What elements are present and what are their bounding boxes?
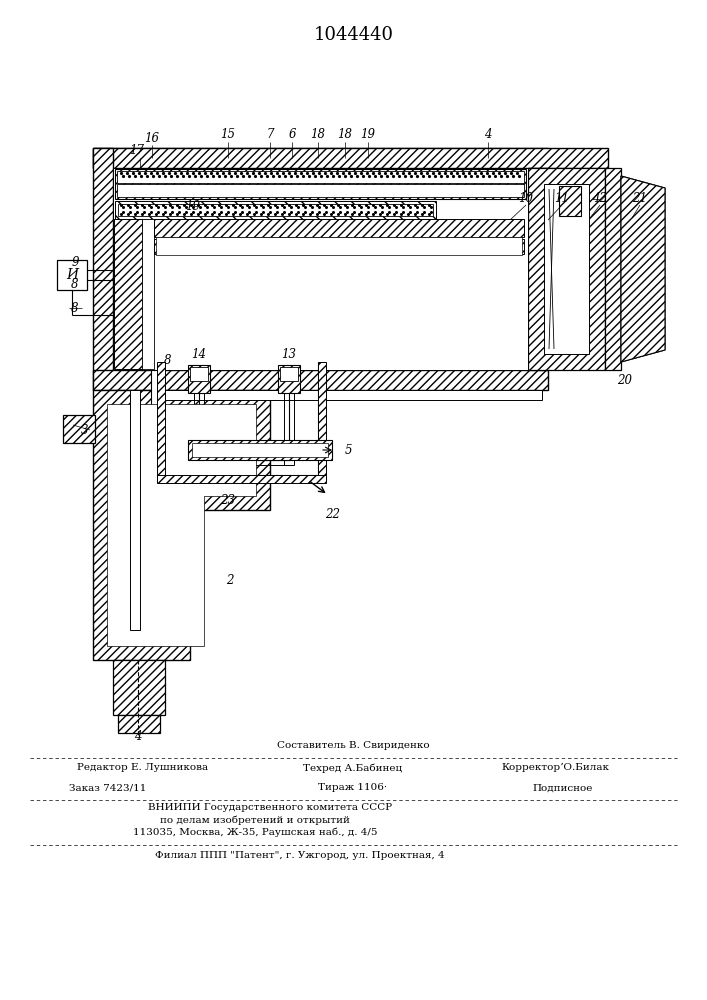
Text: И: И: [66, 268, 78, 282]
Bar: [192, 443, 328, 457]
Bar: [605, 168, 621, 370]
Bar: [113, 660, 165, 715]
Bar: [114, 219, 142, 369]
Bar: [130, 390, 140, 630]
Bar: [113, 168, 528, 370]
Text: Техред А.Бабинец: Техред А.Бабинец: [303, 763, 402, 773]
Text: 8: 8: [71, 278, 78, 292]
Bar: [117, 171, 524, 183]
Text: Филиал ППП "Патент", г. Ужгород, ул. Проектная, 4: Филиал ППП "Патент", г. Ужгород, ул. Про…: [156, 850, 445, 859]
Text: 3: 3: [81, 424, 89, 436]
Bar: [154, 239, 524, 254]
Bar: [93, 148, 608, 168]
Polygon shape: [621, 176, 665, 362]
Bar: [115, 201, 436, 219]
Text: 8: 8: [71, 302, 78, 314]
Text: по делам изобретений и открытий: по делам изобретений и открытий: [160, 815, 350, 825]
Text: 11: 11: [554, 192, 570, 205]
Text: 8: 8: [164, 354, 172, 366]
Text: 4: 4: [484, 128, 492, 141]
Bar: [559, 186, 581, 216]
Text: 18: 18: [310, 128, 325, 141]
Text: Тираж 1106·: Тираж 1106·: [318, 784, 387, 792]
Bar: [156, 237, 522, 255]
Bar: [161, 390, 542, 400]
Bar: [318, 362, 326, 481]
Text: 17: 17: [129, 143, 144, 156]
Bar: [278, 365, 300, 393]
Text: 14: 14: [192, 349, 206, 361]
Text: 23: 23: [221, 493, 235, 506]
Text: 22: 22: [325, 508, 341, 522]
Bar: [154, 219, 524, 237]
Text: 16: 16: [144, 131, 160, 144]
Text: 2: 2: [226, 574, 234, 586]
Text: 1044440: 1044440: [314, 26, 394, 44]
Bar: [63, 415, 95, 443]
Text: 15: 15: [221, 128, 235, 141]
Bar: [157, 475, 326, 483]
Bar: [142, 219, 154, 369]
Bar: [57, 260, 87, 290]
Bar: [93, 370, 548, 390]
Bar: [93, 148, 548, 168]
Bar: [157, 362, 165, 481]
Text: 10: 10: [518, 192, 534, 205]
Text: 4: 4: [134, 730, 141, 744]
Text: 18: 18: [337, 128, 353, 141]
Text: Заказ 7423/11: Заказ 7423/11: [69, 784, 146, 792]
Bar: [280, 367, 298, 381]
Bar: [118, 204, 433, 216]
Text: 42: 42: [592, 192, 607, 205]
Text: 20: 20: [617, 373, 633, 386]
Bar: [117, 184, 524, 197]
Bar: [190, 367, 208, 381]
Bar: [188, 440, 332, 460]
Text: 6: 6: [288, 128, 296, 141]
Text: 7: 7: [267, 128, 274, 141]
Text: 21: 21: [633, 192, 648, 205]
Text: ВНИИПИ Государственного комитета СССР: ВНИИПИ Государственного комитета СССР: [148, 804, 392, 812]
Text: КорректорʼО.Билак: КорректорʼО.Билак: [501, 764, 609, 772]
Text: 19: 19: [361, 128, 375, 141]
Bar: [528, 168, 548, 269]
Text: 19: 19: [185, 200, 201, 213]
Bar: [151, 370, 161, 470]
Bar: [115, 169, 526, 199]
Polygon shape: [107, 404, 256, 646]
Text: Составитель В. Свириденко: Составитель В. Свириденко: [276, 740, 429, 750]
Text: 13: 13: [281, 349, 296, 361]
Text: 113035, Москва, Ж-35, Раушская наб., д. 4/5: 113035, Москва, Ж-35, Раушская наб., д. …: [133, 827, 378, 837]
Bar: [528, 168, 605, 370]
Polygon shape: [93, 390, 270, 660]
Text: Подписное: Подписное: [533, 784, 593, 792]
Bar: [188, 365, 210, 393]
Text: 5: 5: [344, 444, 352, 456]
Bar: [93, 148, 113, 390]
Text: 9: 9: [71, 256, 78, 269]
Polygon shape: [621, 176, 665, 362]
Text: Редактор Е. Лушникова: Редактор Е. Лушникова: [78, 764, 209, 772]
Bar: [544, 184, 589, 354]
Bar: [118, 715, 160, 733]
